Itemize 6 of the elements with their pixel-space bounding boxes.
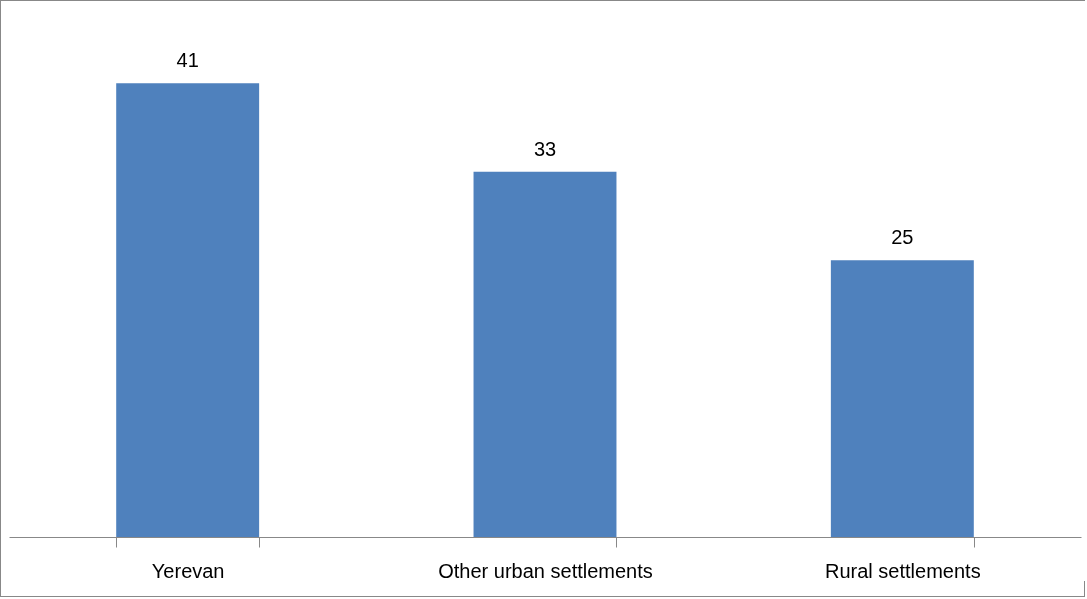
x-tick-label: Rural settlements — [825, 559, 981, 582]
data-label: 41 — [176, 49, 199, 72]
x-tick-label: Yerevan — [151, 559, 225, 582]
data-label: 33 — [533, 137, 557, 160]
data-label: 25 — [891, 226, 914, 249]
x-tick-label: Other urban settlements — [438, 559, 653, 582]
